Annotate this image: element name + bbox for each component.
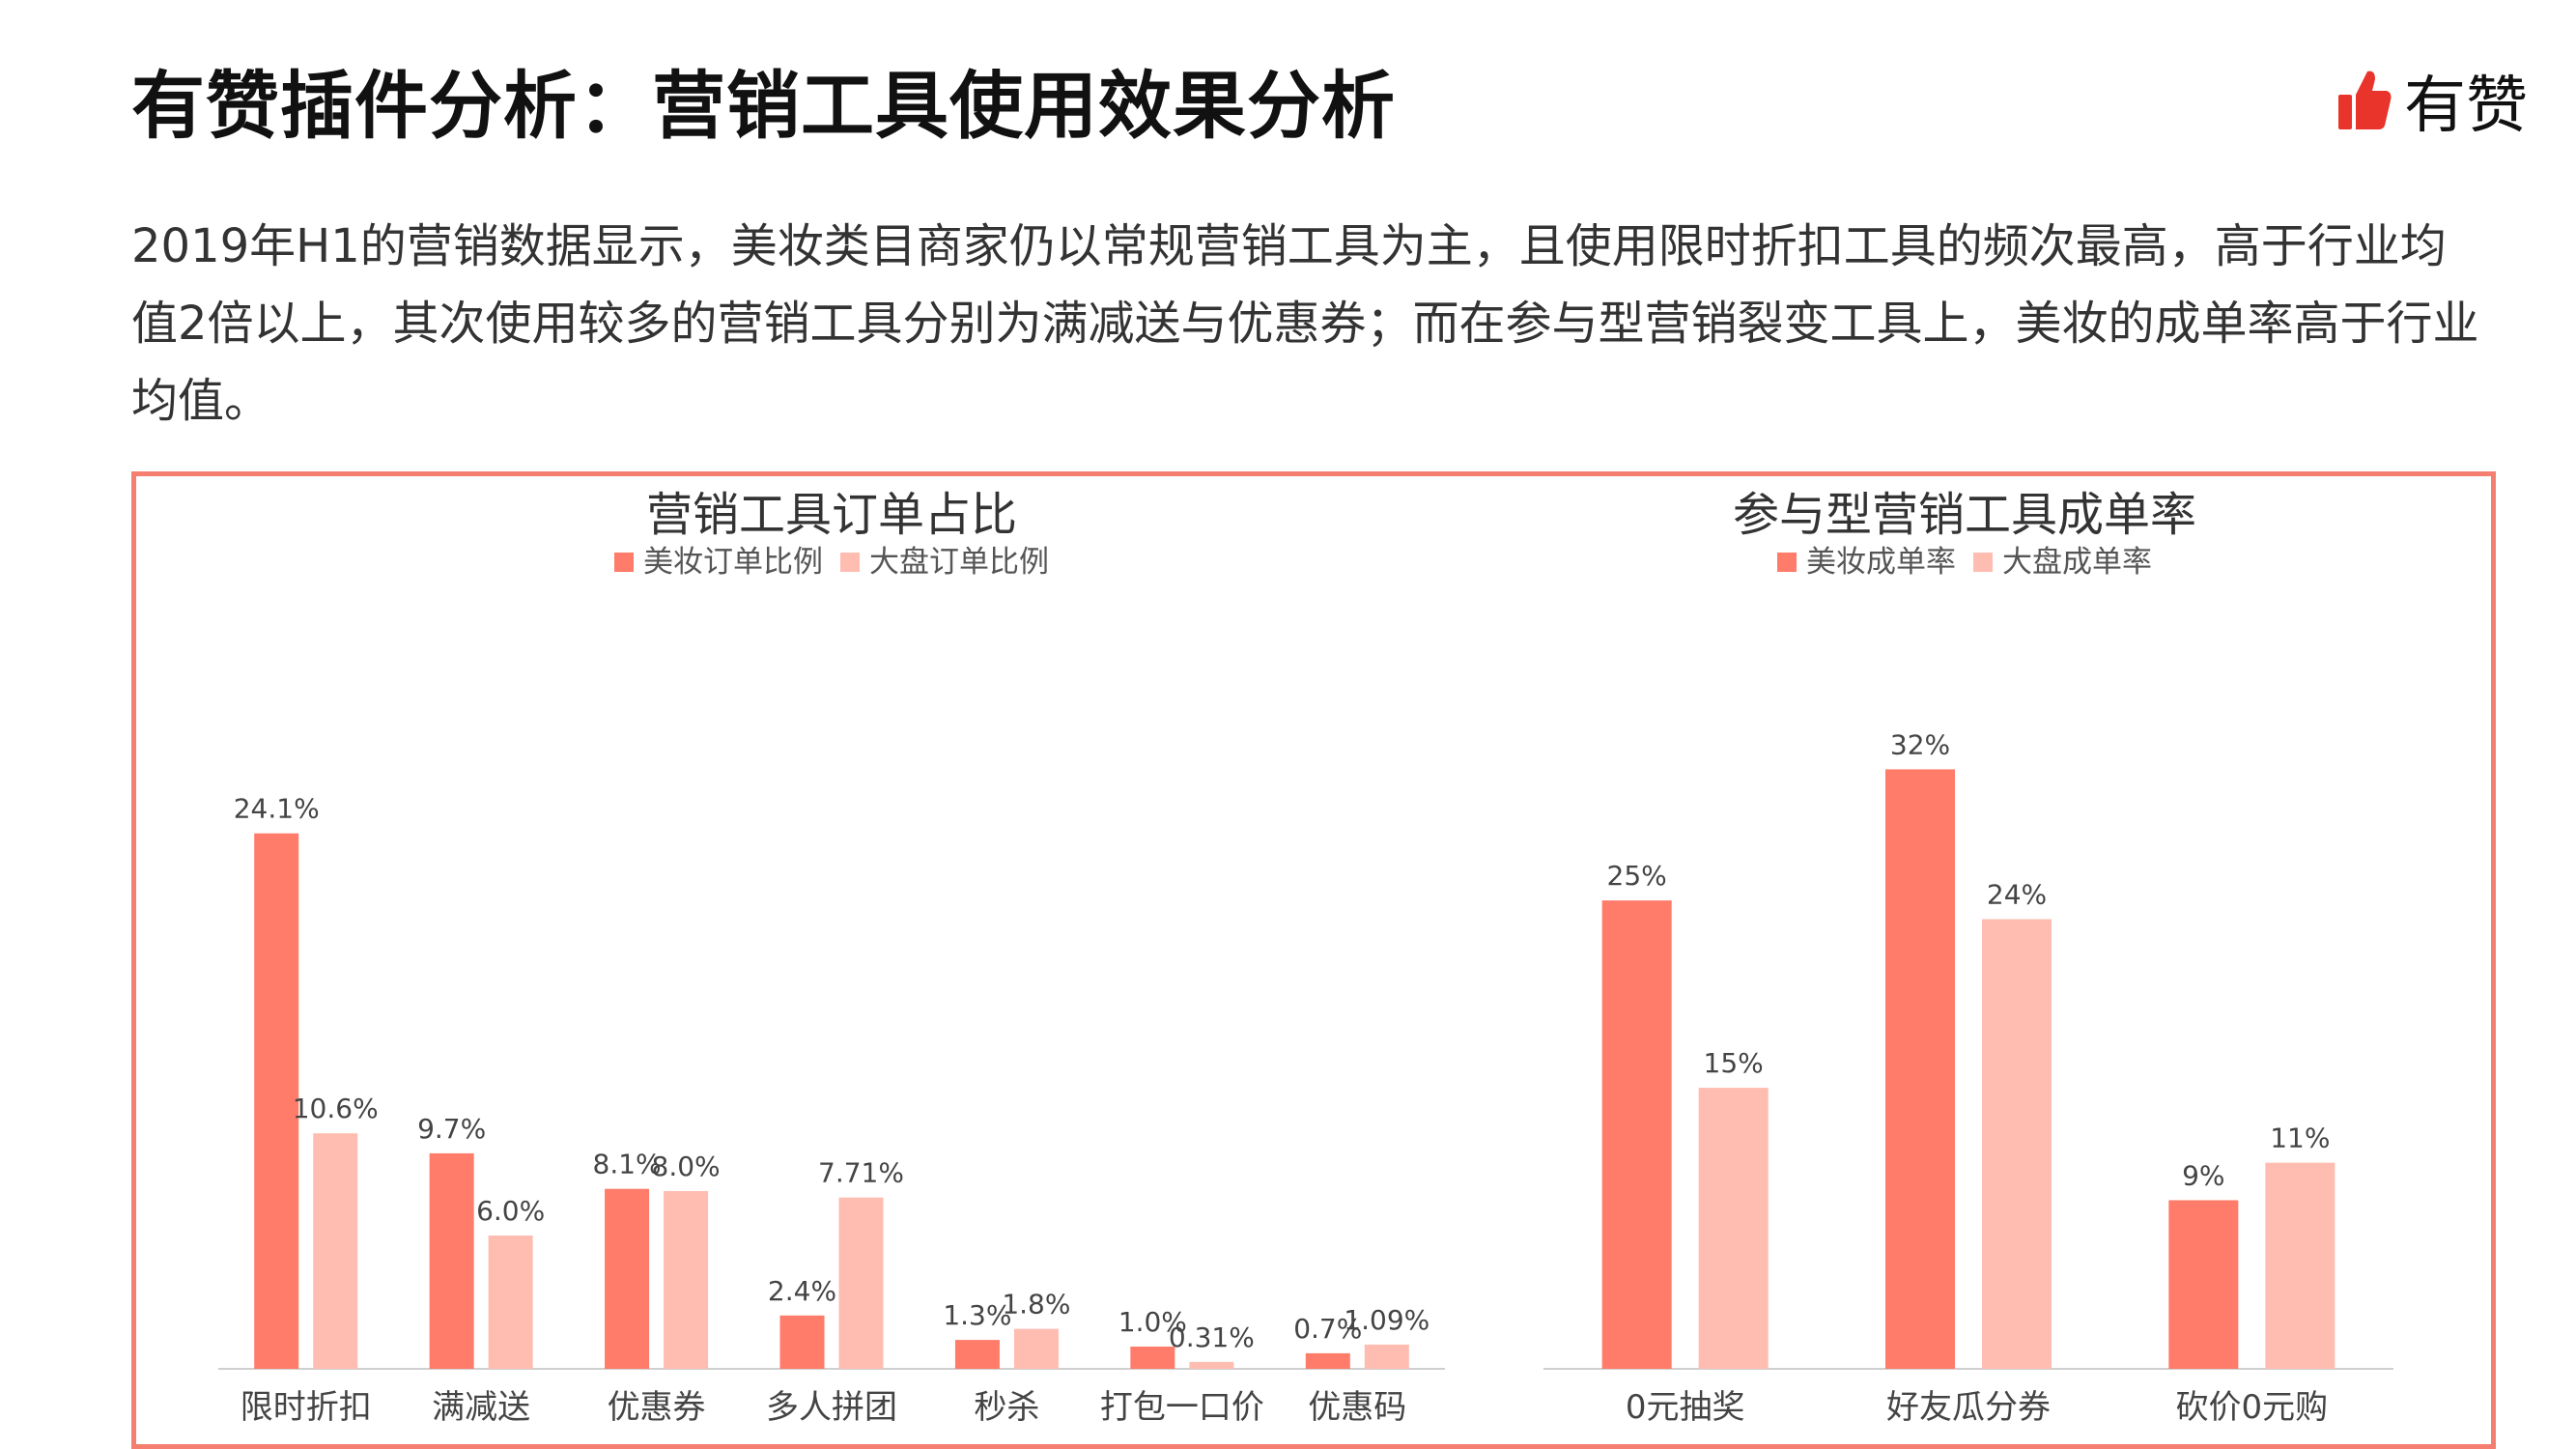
chart-1-category-label-4: 多人拼团 xyxy=(766,1388,897,1427)
chart-2-title: 参与型营销工具成单率 xyxy=(1733,488,2196,542)
chart-1-legend-swatch-1 xyxy=(614,553,634,572)
chart-1-value-label-1-6: 1.0% xyxy=(1118,1306,1187,1338)
chart-1-bar-1-2 xyxy=(429,1152,474,1369)
chart-2-legend-swatch-2 xyxy=(1973,553,1993,572)
brand-logo: 有赞 xyxy=(2336,56,2528,145)
chart-1-bar-2-3 xyxy=(664,1191,709,1369)
chart-1-legend-swatch-2 xyxy=(840,553,860,572)
chart-1-bar-2-5 xyxy=(1013,1328,1059,1369)
chart-1-bar-1-1 xyxy=(254,833,299,1369)
chart-1-value-label-1-2: 9.7% xyxy=(417,1113,486,1145)
thumbs-up-icon xyxy=(2338,71,2392,129)
chart-1-value-label-2-5: 1.8% xyxy=(1002,1289,1070,1321)
chart-2-value-label-1-1: 25% xyxy=(1607,860,1667,892)
chart-2-category-label-1: 0元抽奖 xyxy=(1626,1388,1745,1427)
chart-1-bar-1-4 xyxy=(779,1315,825,1369)
chart-1-category-label-2: 满减送 xyxy=(432,1388,530,1427)
page-title: 有赞插件分析：营销工具使用效果分析 xyxy=(131,63,1396,149)
chart-1-bar-1-6 xyxy=(1130,1347,1175,1369)
chart-1-bar-1-3 xyxy=(605,1188,650,1369)
chart-frame: 营销工具订单占比 美妆订单比例 大盘订单比例 24.1% 10.6% 限时折扣 9.7% 6.… xyxy=(131,471,2496,1449)
chart-2-category-label-3: 砍价0元购 xyxy=(2176,1388,2329,1427)
chart-1-value-label-1-3: 8.1% xyxy=(593,1149,662,1180)
chart-1-value-label-1-7: 0.7% xyxy=(1293,1313,1362,1345)
chart-2-value-label-2-3: 11% xyxy=(2270,1122,2330,1154)
chart-1-bar-2-1 xyxy=(313,1133,358,1369)
chart-2-legend-label-1: 美妆成单率 xyxy=(1806,545,1956,580)
chart-1-value-label-2-6: 0.31% xyxy=(1169,1321,1255,1353)
chart-1-legend-label-2: 大盘订单比例 xyxy=(869,545,1049,580)
chart-1-legend-label-1: 美妆订单比例 xyxy=(643,545,823,580)
chart-2-legend-label-2: 大盘成单率 xyxy=(2002,545,2152,580)
chart-1-bar-2-4 xyxy=(838,1197,884,1369)
chart-1-value-label-1-1: 24.1% xyxy=(234,793,320,825)
chart-1-category-label-5: 秒杀 xyxy=(974,1388,1039,1427)
chart-1-value-label-2-4: 7.71% xyxy=(818,1157,904,1189)
chart-1-value-label-2-7: 1.09% xyxy=(1344,1304,1430,1336)
chart-1-value-label-2-1: 10.6% xyxy=(293,1093,379,1124)
chart-2-category-label-2: 好友瓜分券 xyxy=(1886,1388,2051,1427)
chart-1-value-label-1-5: 1.3% xyxy=(943,1299,1011,1331)
chart-1-bar-2-7 xyxy=(1364,1344,1409,1369)
chart-1-value-label-1-4: 2.4% xyxy=(768,1275,836,1307)
chart-1-bar-1-7 xyxy=(1305,1352,1350,1369)
chart-2-bar-2-3 xyxy=(2265,1162,2335,1369)
chart-2-bar-2-2 xyxy=(1982,919,2052,1369)
chart-1-category-label-1: 限时折扣 xyxy=(241,1388,372,1427)
chart-2-bar-2-1 xyxy=(1698,1088,1769,1369)
chart-2-value-label-1-2: 32% xyxy=(1890,728,1950,760)
chart-1-value-label-2-2: 6.0% xyxy=(476,1195,545,1227)
chart-1-bar-1-5 xyxy=(954,1340,1000,1369)
chart-1-category-label-6: 打包一口价 xyxy=(1100,1388,1264,1427)
chart-2-value-label-2-1: 15% xyxy=(1704,1047,1764,1079)
chart-2-legend-swatch-1 xyxy=(1777,553,1797,572)
chart-1-title: 营销工具订单占比 xyxy=(646,488,1017,542)
chart-1-value-label-2-3: 8.0% xyxy=(652,1151,721,1182)
chart-2-value-label-2-2: 24% xyxy=(1987,879,2047,911)
description-text: 2019年H1的营销数据显示，美妆类目商家仍以常规营销工具为主，且使用限时折扣工… xyxy=(131,219,2479,428)
chart-2-bar-1-1 xyxy=(1601,900,1672,1369)
chart-2-bar-1-3 xyxy=(2168,1200,2239,1369)
chart-1-bar-2-2 xyxy=(488,1236,533,1369)
chart-1-bar-2-6 xyxy=(1189,1361,1234,1369)
chart-1-category-label-7: 优惠码 xyxy=(1308,1388,1406,1427)
chart-2-value-label-1-3: 9% xyxy=(2182,1159,2224,1191)
logo-text: 有赞 xyxy=(2404,71,2528,142)
chart-1-category-label-3: 优惠券 xyxy=(608,1388,706,1427)
chart-2-bar-1-2 xyxy=(1885,769,1955,1369)
